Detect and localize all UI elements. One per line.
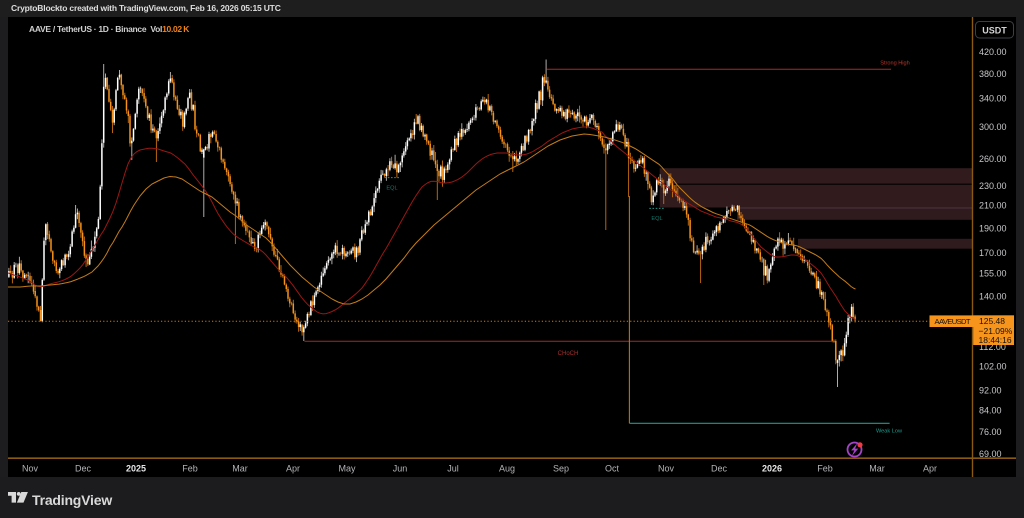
svg-text:Mar: Mar (869, 464, 885, 474)
svg-text:420.00: 420.00 (979, 47, 1007, 57)
svg-text:Sep: Sep (553, 464, 569, 474)
svg-text:USDT: USDT (982, 26, 1007, 36)
svg-text:230.00: 230.00 (979, 181, 1007, 191)
svg-text:AAVEUSDT: AAVEUSDT (935, 317, 971, 326)
svg-text:18:44:16: 18:44:16 (979, 335, 1012, 345)
svg-text:Strong High: Strong High (880, 61, 910, 67)
svg-text:TradingView: TradingView (32, 492, 112, 508)
svg-text:155.00: 155.00 (979, 269, 1007, 279)
svg-text:−21.09%: −21.09% (979, 326, 1013, 336)
svg-text:92.00: 92.00 (979, 386, 1002, 396)
svg-text:69.00: 69.00 (979, 449, 1002, 459)
svg-text:Weak Low: Weak Low (876, 429, 903, 435)
svg-text:170.00: 170.00 (979, 248, 1007, 258)
svg-text:EQL: EQL (651, 216, 662, 222)
svg-text:May: May (338, 464, 356, 474)
svg-text:340.00: 340.00 (979, 94, 1007, 104)
svg-text:102.00: 102.00 (979, 362, 1007, 372)
svg-text:Oct: Oct (605, 464, 620, 474)
svg-text:140.00: 140.00 (979, 292, 1007, 302)
svg-text:CHoCH: CHoCH (558, 351, 579, 357)
svg-text:Apr: Apr (923, 464, 937, 474)
svg-text:2026: 2026 (762, 464, 782, 474)
svg-text:260.00: 260.00 (979, 154, 1007, 164)
svg-text:Mar: Mar (232, 464, 248, 474)
svg-text:Dec: Dec (75, 464, 92, 474)
svg-text:Aug: Aug (499, 464, 515, 474)
svg-text:112.00: 112.00 (979, 342, 1006, 352)
svg-text:Apr: Apr (286, 464, 300, 474)
svg-text:Nov: Nov (22, 464, 39, 474)
svg-text:210.00: 210.00 (979, 200, 1007, 210)
svg-text:Feb: Feb (182, 464, 198, 474)
svg-text:190.00: 190.00 (979, 224, 1007, 234)
svg-text:76.00: 76.00 (979, 427, 1002, 437)
svg-text:84.00: 84.00 (979, 406, 1002, 416)
svg-text:2025: 2025 (126, 464, 146, 474)
svg-text:Jun: Jun (393, 464, 408, 474)
svg-text:Jul: Jul (447, 464, 459, 474)
svg-text:380.00: 380.00 (979, 69, 1007, 79)
svg-text:125.48: 125.48 (979, 316, 1005, 326)
svg-text:Dec: Dec (711, 464, 728, 474)
svg-text:Feb: Feb (817, 464, 833, 474)
svg-text:Nov: Nov (658, 464, 675, 474)
svg-text:300.00: 300.00 (979, 122, 1007, 132)
svg-text:EQL: EQL (386, 186, 397, 192)
